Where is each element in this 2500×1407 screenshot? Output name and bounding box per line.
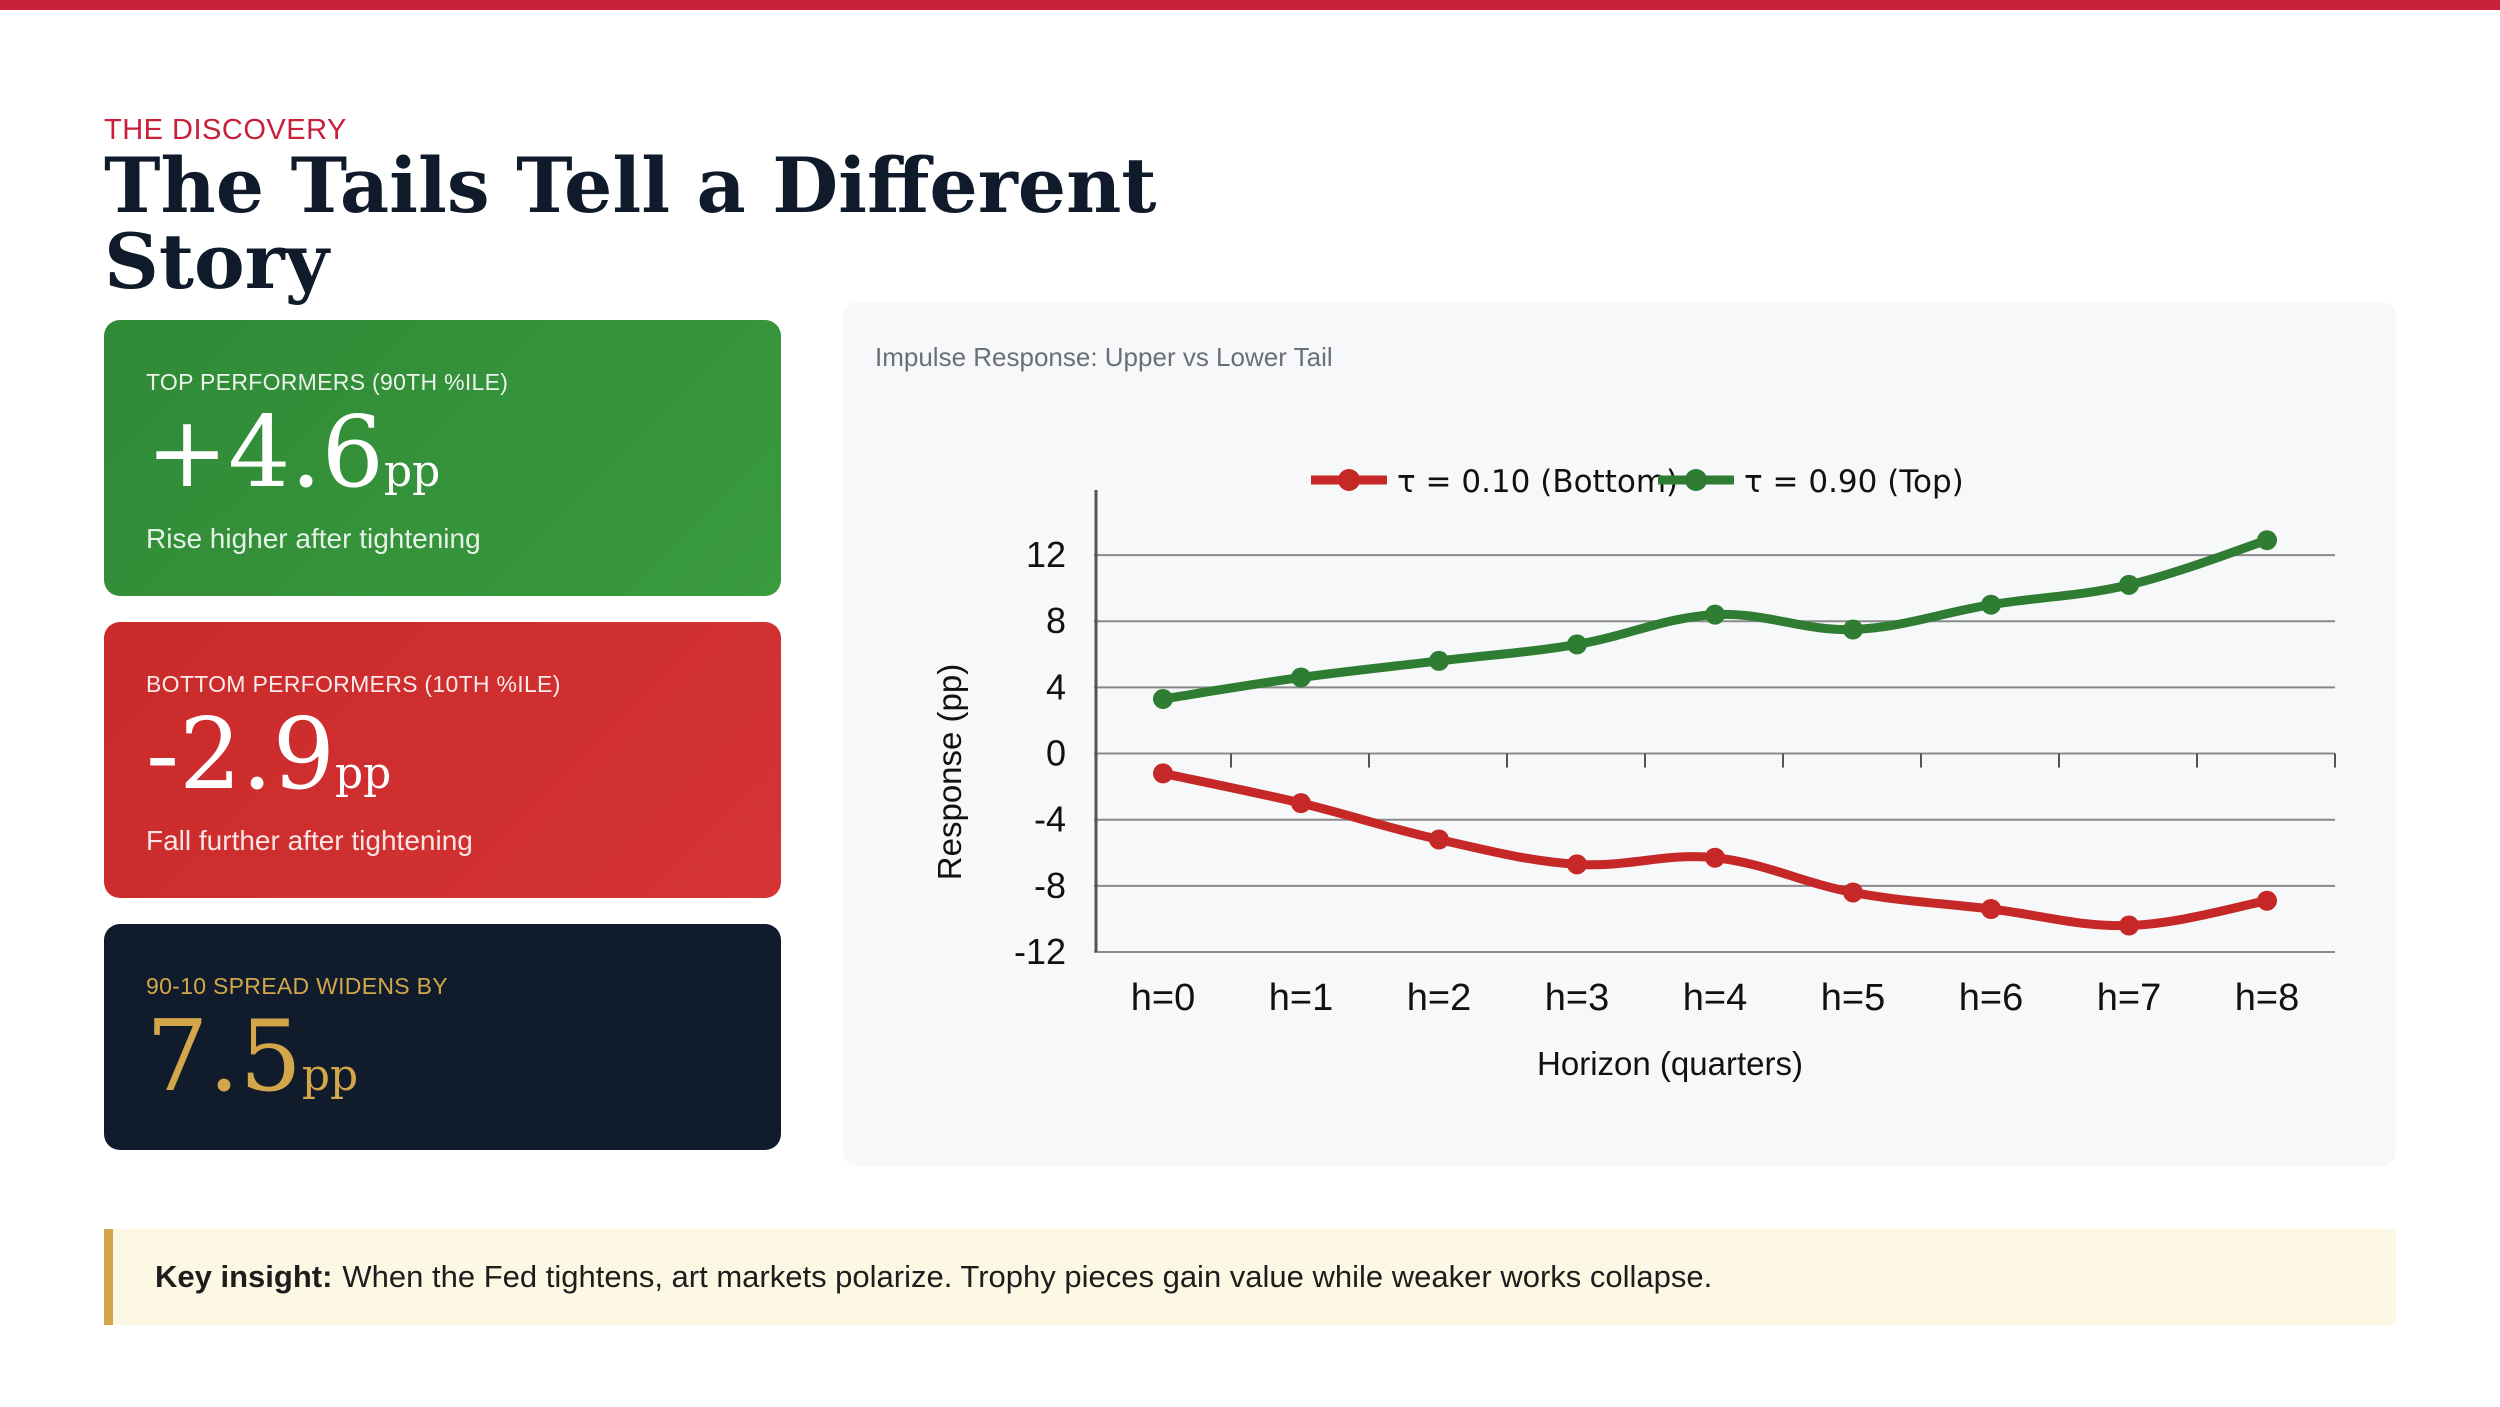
bottom-series-point [2119,915,2139,936]
x-tick-label: h=3 [1545,977,1609,1019]
y-tick-label: -4 [1034,799,1066,840]
x-tick-label: h=1 [1269,977,1333,1019]
legend-label: τ = 0.90 (Top) [1744,464,1964,500]
top-series-point [2257,530,2277,551]
top-series-point [1567,634,1587,655]
y-tick-label: -12 [1014,931,1066,972]
card-label: BOTTOM PERFORMERS (10TH %ILE) [146,671,561,697]
bottom-series-point [1981,899,2001,919]
bottom-series-point [1429,829,1449,850]
bottom-series-point [1567,854,1587,875]
eyebrow-label: THE DISCOVERY [104,114,347,146]
top-series-point [1429,650,1449,671]
page-title: The Tails Tell a Different Story [104,141,1157,306]
card-value: 7.5pp [146,1008,358,1106]
y-axis-title: Response (pp) [931,664,968,880]
top-series-point [1843,619,1863,640]
x-tick-label: h=8 [2235,977,2299,1019]
legend-swatch-marker [1338,469,1360,491]
legend-label: τ = 0.10 (Bottom) [1397,464,1678,500]
y-tick-label: 8 [1046,600,1066,641]
bottom-series-point [1705,847,1725,868]
spread-card: 90-10 SPREAD WIDENS BY 7.5pp [104,924,781,1150]
card-label: TOP PERFORMERS (90TH %ILE) [146,369,509,395]
card-number: 7.5 [146,1000,302,1114]
x-tick-label: h=2 [1407,977,1471,1019]
impulse-response-chart: 12 8 4 0 -4 -8 -12 h=0 h=1 h=2 h=3 h=4 h=5 h=6 h=7 h=8 H… [931,464,2336,1082]
y-tick-label: 4 [1046,666,1066,707]
card-description: Rise higher after tightening [146,523,481,554]
top-series-point [1981,594,2001,615]
card-number: +4.6 [146,396,384,510]
bottom-series-point [2257,890,2277,911]
card-unit: pp [334,748,392,799]
y-tick-label: 12 [1026,534,1066,575]
x-tick-label: h=6 [1959,977,2023,1019]
top-series-point [1705,604,1725,625]
bottom-series-point [1153,763,1173,784]
card-unit: pp [383,446,441,497]
bottom-series-point [1291,793,1311,814]
card-value: -2.9pp [146,706,391,804]
card-label: 90-10 SPREAD WIDENS BY [146,973,448,999]
card-unit: pp [301,1050,359,1101]
chart-title: Impulse Response: Upper vs Lower Tail [875,342,1333,372]
legend-swatch-marker [1685,469,1707,491]
insight-lead: Key insight: [155,1259,333,1294]
card-value: +4.6pp [146,404,440,502]
key-insight-callout: Key insight: When the Fed tightens, art … [104,1229,2396,1325]
card-number: -2.9 [146,698,335,812]
y-tick-label: 0 [1046,733,1066,774]
bottom-series-point [1843,882,1863,903]
x-tick-label: h=5 [1821,977,1885,1019]
top-performers-card: TOP PERFORMERS (90TH %ILE) +4.6pp Rise h… [104,320,781,596]
x-axis-title: Horizon (quarters) [1537,1045,1803,1082]
top-series-point [1291,667,1311,688]
x-tick-label: h=4 [1683,977,1747,1019]
top-series-point [1153,688,1173,709]
top-accent-bar [0,0,2500,10]
top-series-point [2119,574,2139,595]
x-tick-label: h=7 [2097,977,2161,1019]
chart-panel: Impulse Response: Upper vs Lower Tail 12… [843,302,2396,1166]
bottom-performers-card: BOTTOM PERFORMERS (10TH %ILE) -2.9pp Fal… [104,622,781,898]
x-tick-label: h=0 [1131,977,1195,1019]
insight-text: When the Fed tightens, art markets polar… [342,1259,1713,1294]
card-description: Fall further after tightening [146,825,473,856]
y-tick-label: -8 [1034,865,1066,906]
